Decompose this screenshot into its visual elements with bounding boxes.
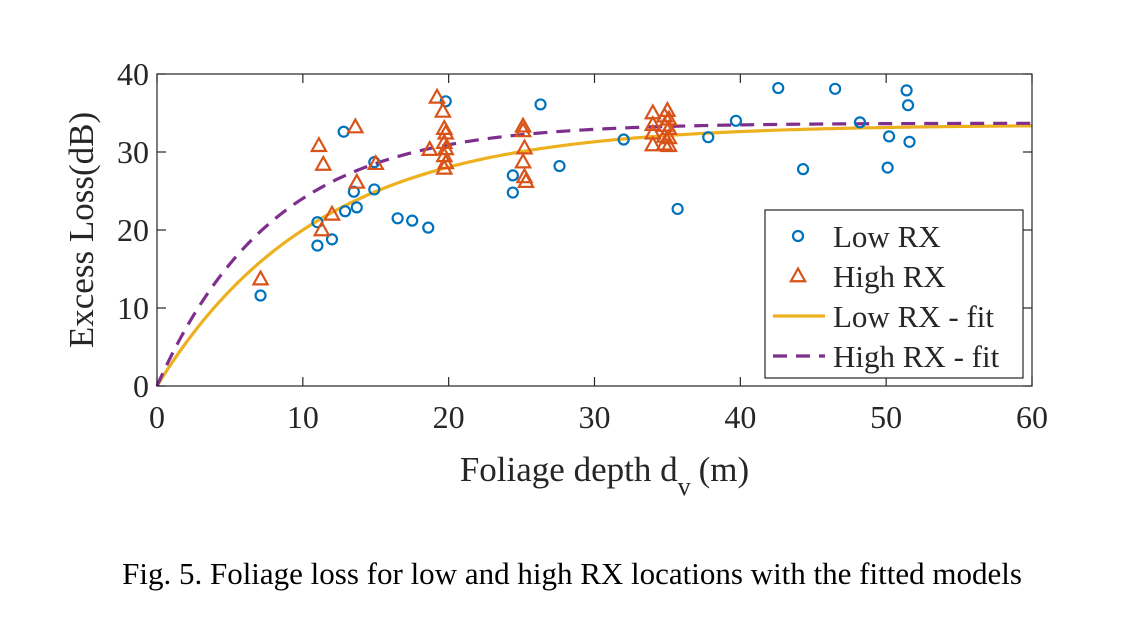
low-rx-point xyxy=(829,82,842,95)
y-tick-label: 0 xyxy=(133,368,149,404)
low-rx-point xyxy=(882,130,896,143)
high-rx-point xyxy=(659,109,678,126)
high-rx-point xyxy=(323,204,341,221)
high-rx-point xyxy=(514,116,533,133)
low-rx-point xyxy=(350,201,363,214)
x-tick-label: 50 xyxy=(870,399,902,435)
legend-label: Low RX - fit xyxy=(833,299,994,334)
legend-low-rx-marker xyxy=(791,229,805,243)
high-rx-point xyxy=(643,114,662,132)
foliage-loss-chart: 0 10 20 30 40 50 60 0 10 20 30 40 Foliage depth dv (m… xyxy=(62,56,1048,501)
figure-caption: Fig. 5. Foliage loss for low and high RX… xyxy=(122,556,1022,591)
x-tick-label: 10 xyxy=(287,399,319,435)
high-rx-fit-line xyxy=(155,121,1032,387)
high-rx-point xyxy=(420,139,439,157)
legend-label: High RX xyxy=(833,259,946,294)
low-rx-point xyxy=(325,233,339,246)
low-rx-point xyxy=(900,84,913,97)
legend-high-rx-marker xyxy=(789,266,807,283)
low-rx-point xyxy=(506,186,519,199)
high-rx-point xyxy=(428,87,446,104)
y-axis-label: Excess Loss(dB) xyxy=(62,112,101,348)
low-rx-point xyxy=(534,98,547,111)
legend-label: Low RX xyxy=(833,219,941,254)
high-rx-point xyxy=(314,154,333,171)
low-rx-point xyxy=(553,159,566,173)
high-rx-point xyxy=(659,136,678,153)
high-rx-point xyxy=(436,153,455,170)
high-rx-point xyxy=(312,220,331,237)
low-rx-point xyxy=(339,205,352,218)
low-rx-point xyxy=(506,169,519,182)
low-rx-point xyxy=(422,221,435,234)
y-tick-label: 40 xyxy=(117,56,149,92)
high-rx-point xyxy=(643,135,662,152)
high-rx-point xyxy=(251,269,270,286)
low-rx-point xyxy=(729,114,743,127)
low-rx-point xyxy=(853,116,867,129)
x-axis-label: Foliage depth dv (m) xyxy=(460,450,749,501)
low-rx-point xyxy=(311,239,324,252)
y-tick-label: 30 xyxy=(117,134,149,170)
x-tick-label: 0 xyxy=(149,399,165,435)
low-rx-point xyxy=(796,163,810,176)
x-tick-label: 60 xyxy=(1016,399,1048,435)
high-rx-point xyxy=(514,152,533,169)
high-rx-point xyxy=(346,117,365,134)
low-rx-point xyxy=(391,212,404,225)
low-rx-point xyxy=(702,131,715,144)
low-rx-point xyxy=(406,214,419,227)
low-rx-point xyxy=(254,289,267,302)
high-rx-point xyxy=(433,101,452,118)
low-rx-point xyxy=(671,202,684,216)
y-tick-label: 20 xyxy=(117,212,149,248)
high-rx-point xyxy=(366,153,385,171)
low-rx-point xyxy=(903,135,916,148)
high-rx-point xyxy=(516,171,535,188)
low-rx-point xyxy=(901,99,915,112)
legend-box xyxy=(764,209,1024,379)
x-tick-label: 20 xyxy=(433,399,465,435)
high-rx-point xyxy=(655,126,674,143)
low-rx-point xyxy=(439,95,452,108)
x-tick-label: 40 xyxy=(724,399,756,435)
high-rx-point xyxy=(435,158,454,175)
high-rx-point xyxy=(347,172,366,189)
high-rx-point xyxy=(515,138,534,155)
y-tick-label: 10 xyxy=(117,290,149,326)
high-rx-point xyxy=(659,118,678,135)
high-rx-point xyxy=(514,121,533,138)
x-tick-label: 30 xyxy=(579,399,611,435)
high-rx-point xyxy=(309,136,328,153)
low-rx-point xyxy=(368,183,381,196)
low-rx-point xyxy=(772,81,785,95)
low-rx-point xyxy=(881,161,894,174)
low-rx-point xyxy=(617,133,630,146)
legend-label: High RX - fit xyxy=(833,339,1000,374)
low-rx-point xyxy=(337,125,350,138)
high-rx-point xyxy=(659,128,678,145)
low-rx-fit-line xyxy=(155,124,1033,387)
